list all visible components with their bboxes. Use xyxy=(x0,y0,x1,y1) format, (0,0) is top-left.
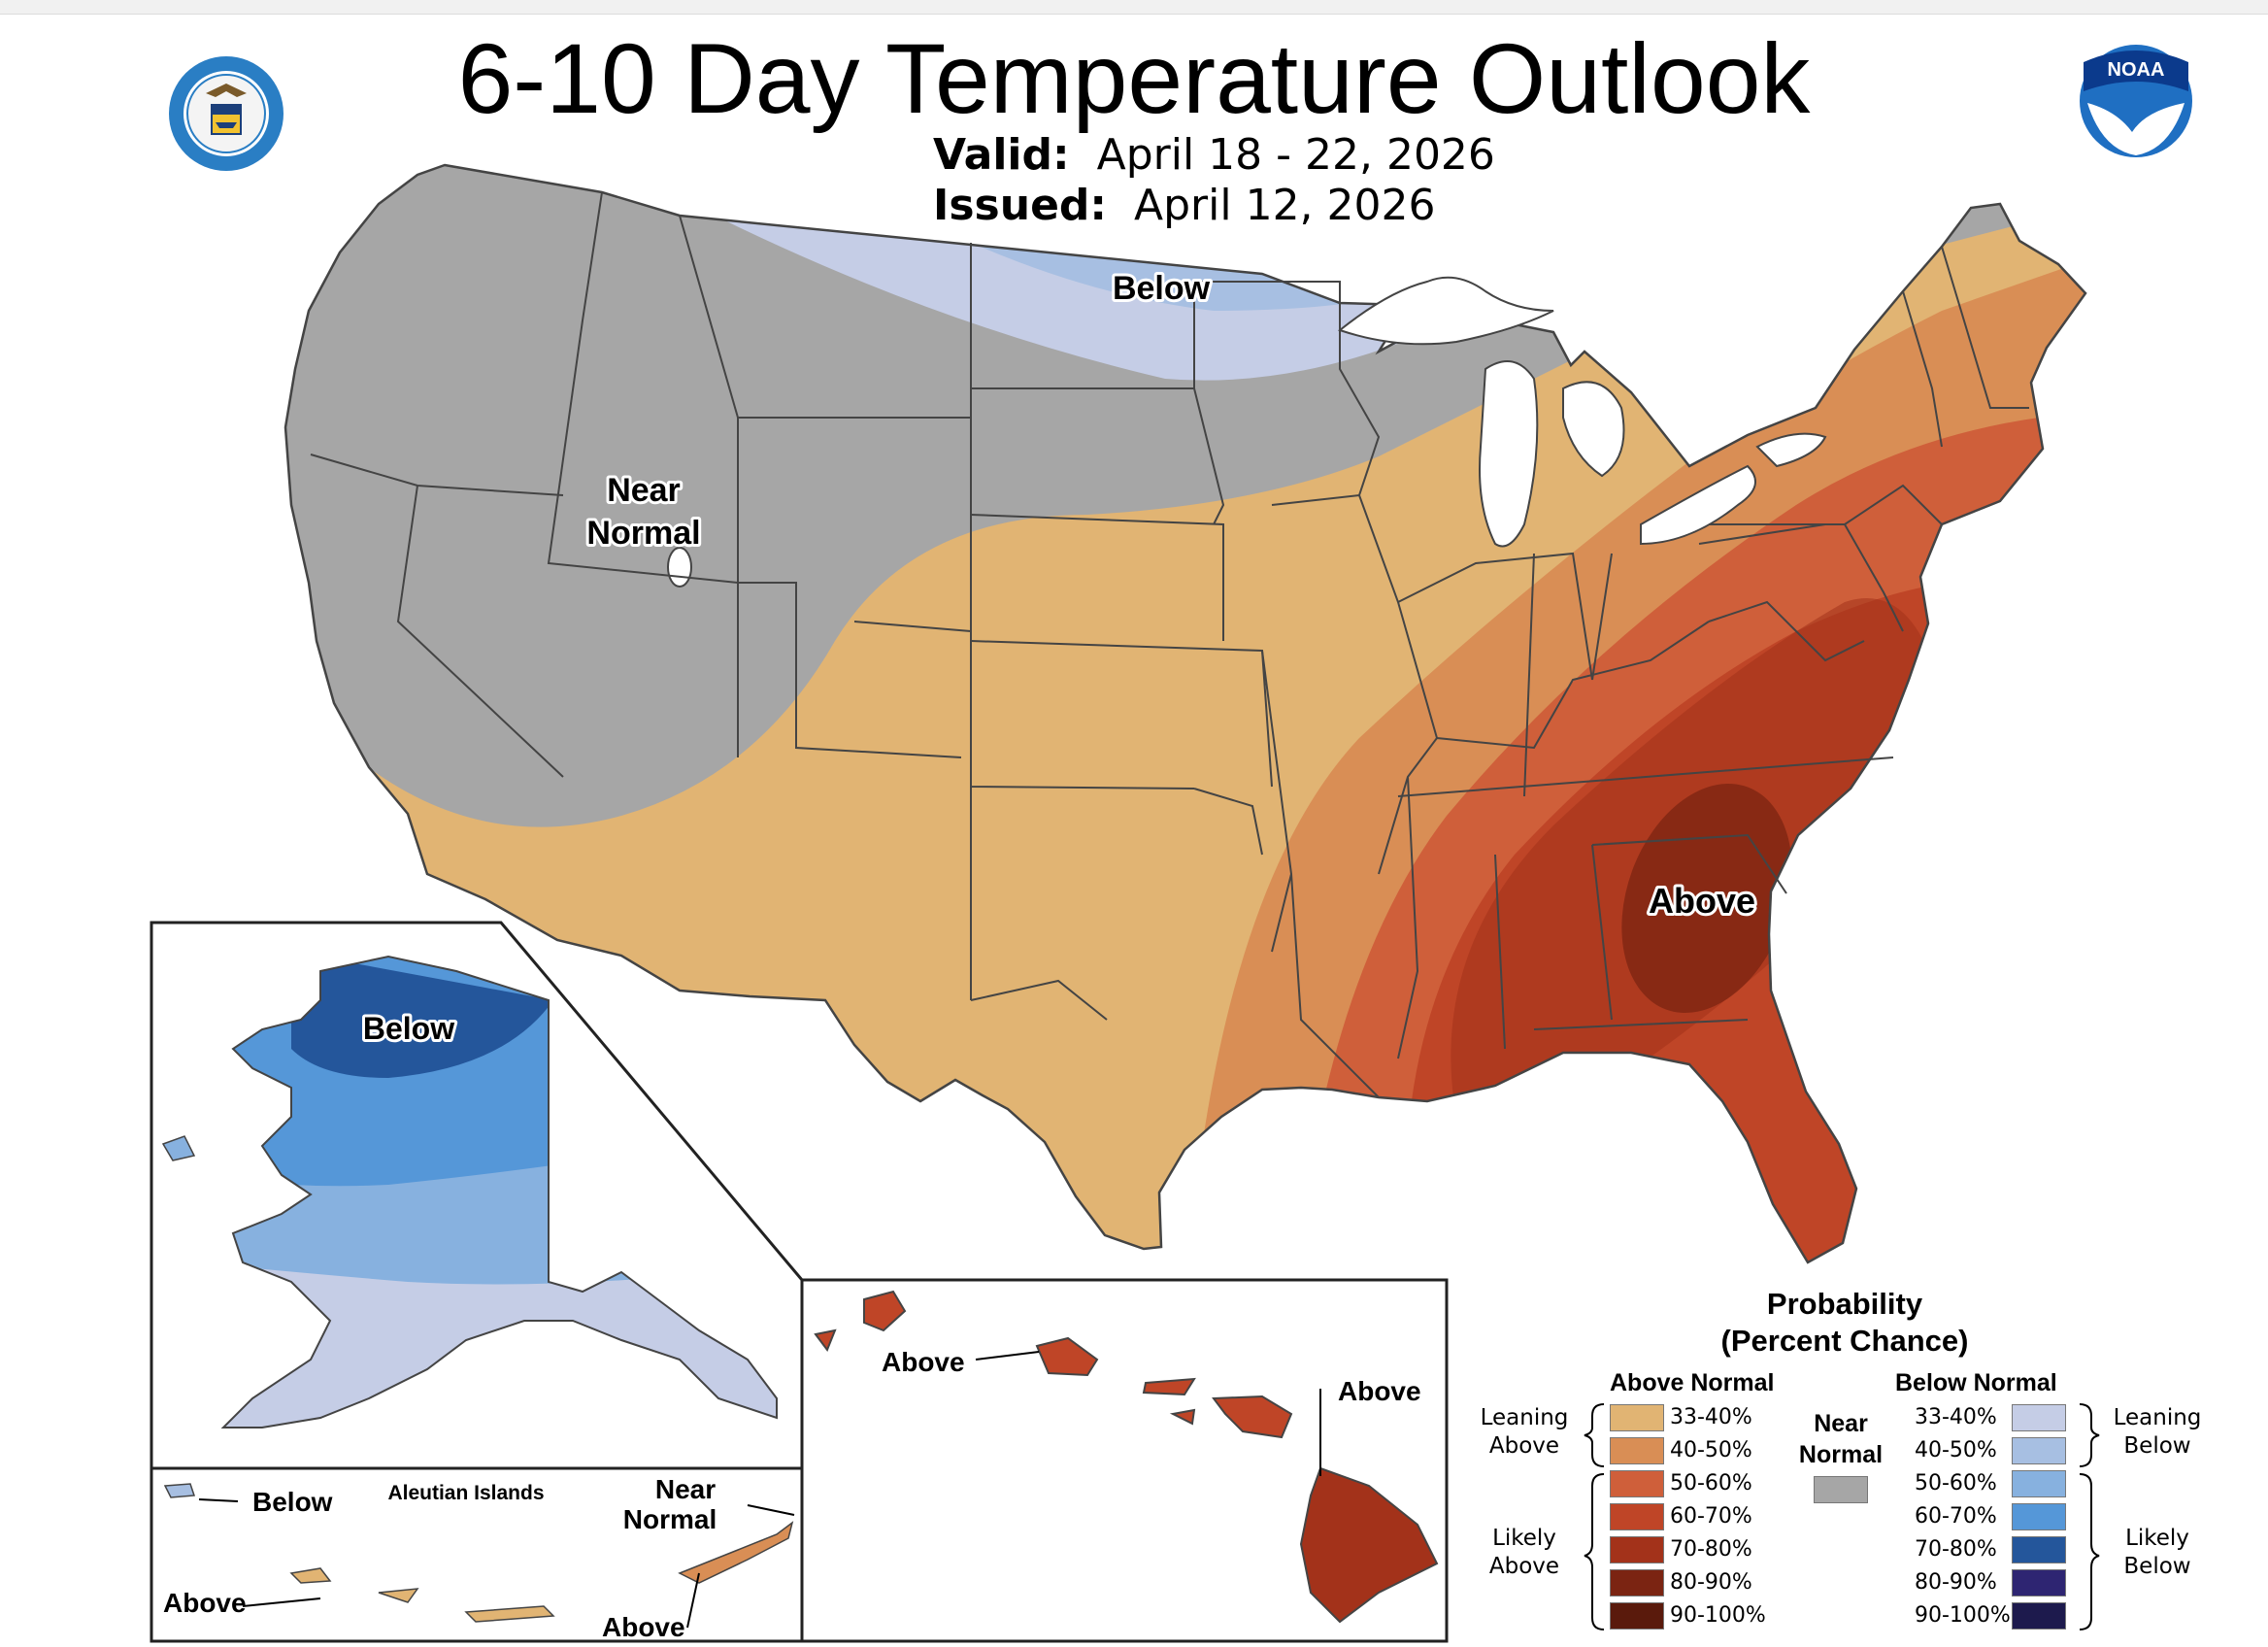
legend-above-label-4: 70-80% xyxy=(1670,1537,1752,1562)
map-title: 6-10 Day Temperature Outlook xyxy=(457,23,1811,134)
hawaii-inset: Above Above xyxy=(814,1290,1439,1624)
legend-below-swatch-2 xyxy=(2012,1470,2066,1497)
legend-title-line-2: (Percent Chance) xyxy=(1720,1324,1969,1358)
aleutian-near-label-1: Near xyxy=(655,1474,716,1504)
legend-below-swatch-4 xyxy=(2012,1536,2066,1563)
browser-top-strip xyxy=(0,0,2268,15)
valid-label: Valid: xyxy=(933,130,1070,180)
legend-below-swatch-5 xyxy=(2012,1569,2066,1597)
legend-title-line-1: Probability xyxy=(1766,1287,1923,1321)
issued-line: Issued: April 12, 2026 xyxy=(933,181,1436,230)
legend-above-label-0: 33-40% xyxy=(1670,1405,1752,1429)
legend-near-normal-label: Near Normal xyxy=(1794,1408,1887,1470)
hawaii-above-label-2: Above xyxy=(1338,1376,1421,1406)
noaa-text: NOAA xyxy=(2108,59,2165,81)
legend-below-label-0: 33-40% xyxy=(1915,1405,1997,1429)
legend-leaning-above: Leaning Above xyxy=(1474,1404,1575,1461)
legend-below-swatch-6 xyxy=(2012,1602,2066,1630)
aleutian-title: Aleutian Islands xyxy=(387,1482,544,1504)
legend-leaning-below-1: Leaning xyxy=(2113,1405,2202,1430)
legend-above-label-1: 40-50% xyxy=(1670,1438,1752,1462)
great-lakes xyxy=(667,276,1827,588)
legend-above-label-5: 80-90% xyxy=(1670,1570,1752,1595)
issued-label: Issued: xyxy=(933,181,1108,230)
aleutian-above-label-2: Above xyxy=(602,1612,685,1642)
legend-above-label-6: 90-100% xyxy=(1670,1603,1766,1628)
legend-near-normal-swatch xyxy=(1814,1476,1868,1503)
legend-below-label-5: 80-90% xyxy=(1915,1570,1997,1595)
legend-above-swatch-1 xyxy=(1610,1437,1664,1464)
aleutian-below-label: Below xyxy=(252,1487,333,1517)
aleutian-inset: Aleutian Islands Below Above Above Near … xyxy=(163,1474,795,1642)
valid-line: Valid: April 18 - 22, 2026 xyxy=(933,130,1495,180)
noaa-logo-icon: NOAA xyxy=(2080,45,2192,157)
legend-likely-above: Likely Above xyxy=(1474,1525,1575,1581)
conus-below-label: Below xyxy=(1113,270,1211,307)
legend-above-swatch-3 xyxy=(1610,1503,1664,1530)
hawaii-above-label-1: Above xyxy=(882,1347,965,1377)
legend-below-label-3: 60-70% xyxy=(1915,1504,1997,1529)
legend-above-label-2: 50-60% xyxy=(1670,1471,1752,1496)
legend-leaning-above-1: Leaning xyxy=(1480,1405,1569,1430)
conus-near-normal-label-2: Normal xyxy=(586,515,700,552)
legend-above-label-3: 60-70% xyxy=(1670,1504,1752,1529)
legend-leaning-above-2: Above xyxy=(1488,1433,1560,1459)
legend-below-header: Below Normal xyxy=(1895,1369,2057,1396)
legend-likely-below-2: Below xyxy=(2123,1554,2191,1579)
legend-title: Probability (Percent Chance) xyxy=(1651,1286,2039,1360)
legend-near-2: Normal xyxy=(1798,1441,1884,1468)
conus-near-normal-label-1: Near xyxy=(607,472,681,509)
legend-above-swatch-0 xyxy=(1610,1404,1664,1431)
alaska-below-label: Below xyxy=(363,1011,454,1046)
legend-above-swatch-6 xyxy=(1610,1602,1664,1630)
legend-below-label-6: 90-100% xyxy=(1915,1603,2011,1628)
legend-below-label-2: 50-60% xyxy=(1915,1471,1997,1496)
legend-above-swatch-5 xyxy=(1610,1569,1664,1597)
conus-outline xyxy=(284,163,2087,1264)
issued-value: April 12, 2026 xyxy=(1134,181,1436,230)
legend-leaning-below-2: Below xyxy=(2123,1433,2191,1459)
legend-below-swatch-0 xyxy=(2012,1404,2066,1431)
commerce-seal-icon xyxy=(169,56,284,171)
valid-value: April 18 - 22, 2026 xyxy=(1096,130,1495,180)
aleutian-near-label-2: Normal xyxy=(623,1504,717,1534)
legend-leaning-below: Leaning Below xyxy=(2107,1404,2208,1461)
legend-likely-below: Likely Below xyxy=(2107,1525,2208,1581)
legend-below-label-1: 40-50% xyxy=(1915,1438,1997,1462)
legend-near-1: Near xyxy=(1814,1410,1868,1437)
conus-above-label: Above xyxy=(1649,881,1755,921)
legend-below-label-4: 70-80% xyxy=(1915,1537,1997,1562)
aleutian-above-label-1: Above xyxy=(163,1588,247,1618)
legend-likely-above-1: Likely xyxy=(1492,1526,1556,1551)
legend-above-swatch-4 xyxy=(1610,1536,1664,1563)
legend-below-swatch-1 xyxy=(2012,1437,2066,1464)
state-borders xyxy=(310,191,2029,1098)
legend-likely-above-2: Above xyxy=(1488,1554,1560,1579)
legend-above-header: Above Normal xyxy=(1610,1369,1775,1396)
legend-likely-below-1: Likely xyxy=(2125,1526,2189,1551)
legend-below-swatch-3 xyxy=(2012,1503,2066,1530)
legend-above-swatch-2 xyxy=(1610,1470,1664,1497)
